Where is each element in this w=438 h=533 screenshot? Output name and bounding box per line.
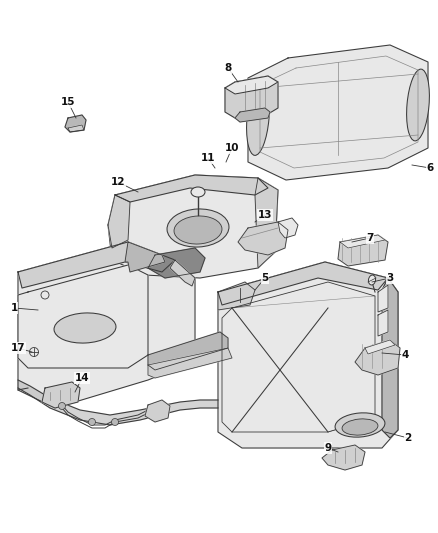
Polygon shape xyxy=(338,235,388,266)
Polygon shape xyxy=(340,235,385,248)
Polygon shape xyxy=(365,340,395,354)
Polygon shape xyxy=(115,175,268,202)
Text: 10: 10 xyxy=(225,143,239,153)
Text: 14: 14 xyxy=(75,373,89,383)
Ellipse shape xyxy=(191,187,205,197)
Polygon shape xyxy=(18,380,218,425)
Ellipse shape xyxy=(41,291,49,299)
Text: 5: 5 xyxy=(261,273,268,283)
Ellipse shape xyxy=(59,402,66,409)
Polygon shape xyxy=(148,332,228,370)
Ellipse shape xyxy=(368,275,375,285)
Polygon shape xyxy=(382,278,398,438)
Polygon shape xyxy=(108,195,130,248)
Polygon shape xyxy=(148,348,232,378)
Polygon shape xyxy=(68,125,84,132)
Text: 3: 3 xyxy=(386,273,394,283)
Polygon shape xyxy=(108,175,278,278)
Text: 15: 15 xyxy=(61,97,75,107)
Polygon shape xyxy=(65,115,86,132)
Polygon shape xyxy=(18,265,148,368)
Polygon shape xyxy=(378,285,388,312)
Text: 6: 6 xyxy=(426,163,434,173)
Text: 7: 7 xyxy=(366,233,374,243)
Polygon shape xyxy=(42,382,80,408)
Text: 17: 17 xyxy=(11,343,25,353)
Text: 13: 13 xyxy=(258,210,272,220)
Polygon shape xyxy=(170,260,195,286)
Ellipse shape xyxy=(247,80,269,156)
Polygon shape xyxy=(255,178,278,268)
Polygon shape xyxy=(238,222,288,255)
Polygon shape xyxy=(125,242,165,272)
Polygon shape xyxy=(218,282,255,310)
Ellipse shape xyxy=(112,418,119,425)
Text: 8: 8 xyxy=(224,63,232,73)
Polygon shape xyxy=(248,45,428,180)
Text: 4: 4 xyxy=(401,350,409,360)
Polygon shape xyxy=(278,218,298,238)
Polygon shape xyxy=(235,108,270,122)
Polygon shape xyxy=(218,262,398,448)
Polygon shape xyxy=(218,262,388,305)
Ellipse shape xyxy=(54,313,116,343)
Polygon shape xyxy=(225,76,278,118)
Ellipse shape xyxy=(342,419,378,435)
Polygon shape xyxy=(18,242,195,408)
Ellipse shape xyxy=(29,348,39,357)
Text: 12: 12 xyxy=(111,177,125,187)
Polygon shape xyxy=(18,242,175,288)
Text: 2: 2 xyxy=(404,433,412,443)
Polygon shape xyxy=(148,248,205,278)
Ellipse shape xyxy=(88,418,95,425)
Ellipse shape xyxy=(174,216,222,244)
Polygon shape xyxy=(378,310,388,336)
Polygon shape xyxy=(355,340,400,375)
Polygon shape xyxy=(145,400,170,422)
Text: 1: 1 xyxy=(11,303,18,313)
Text: 9: 9 xyxy=(325,443,332,453)
Ellipse shape xyxy=(167,209,229,247)
Polygon shape xyxy=(322,445,365,470)
Ellipse shape xyxy=(406,69,429,141)
Text: 11: 11 xyxy=(201,153,215,163)
Polygon shape xyxy=(225,76,278,94)
Ellipse shape xyxy=(335,413,385,437)
